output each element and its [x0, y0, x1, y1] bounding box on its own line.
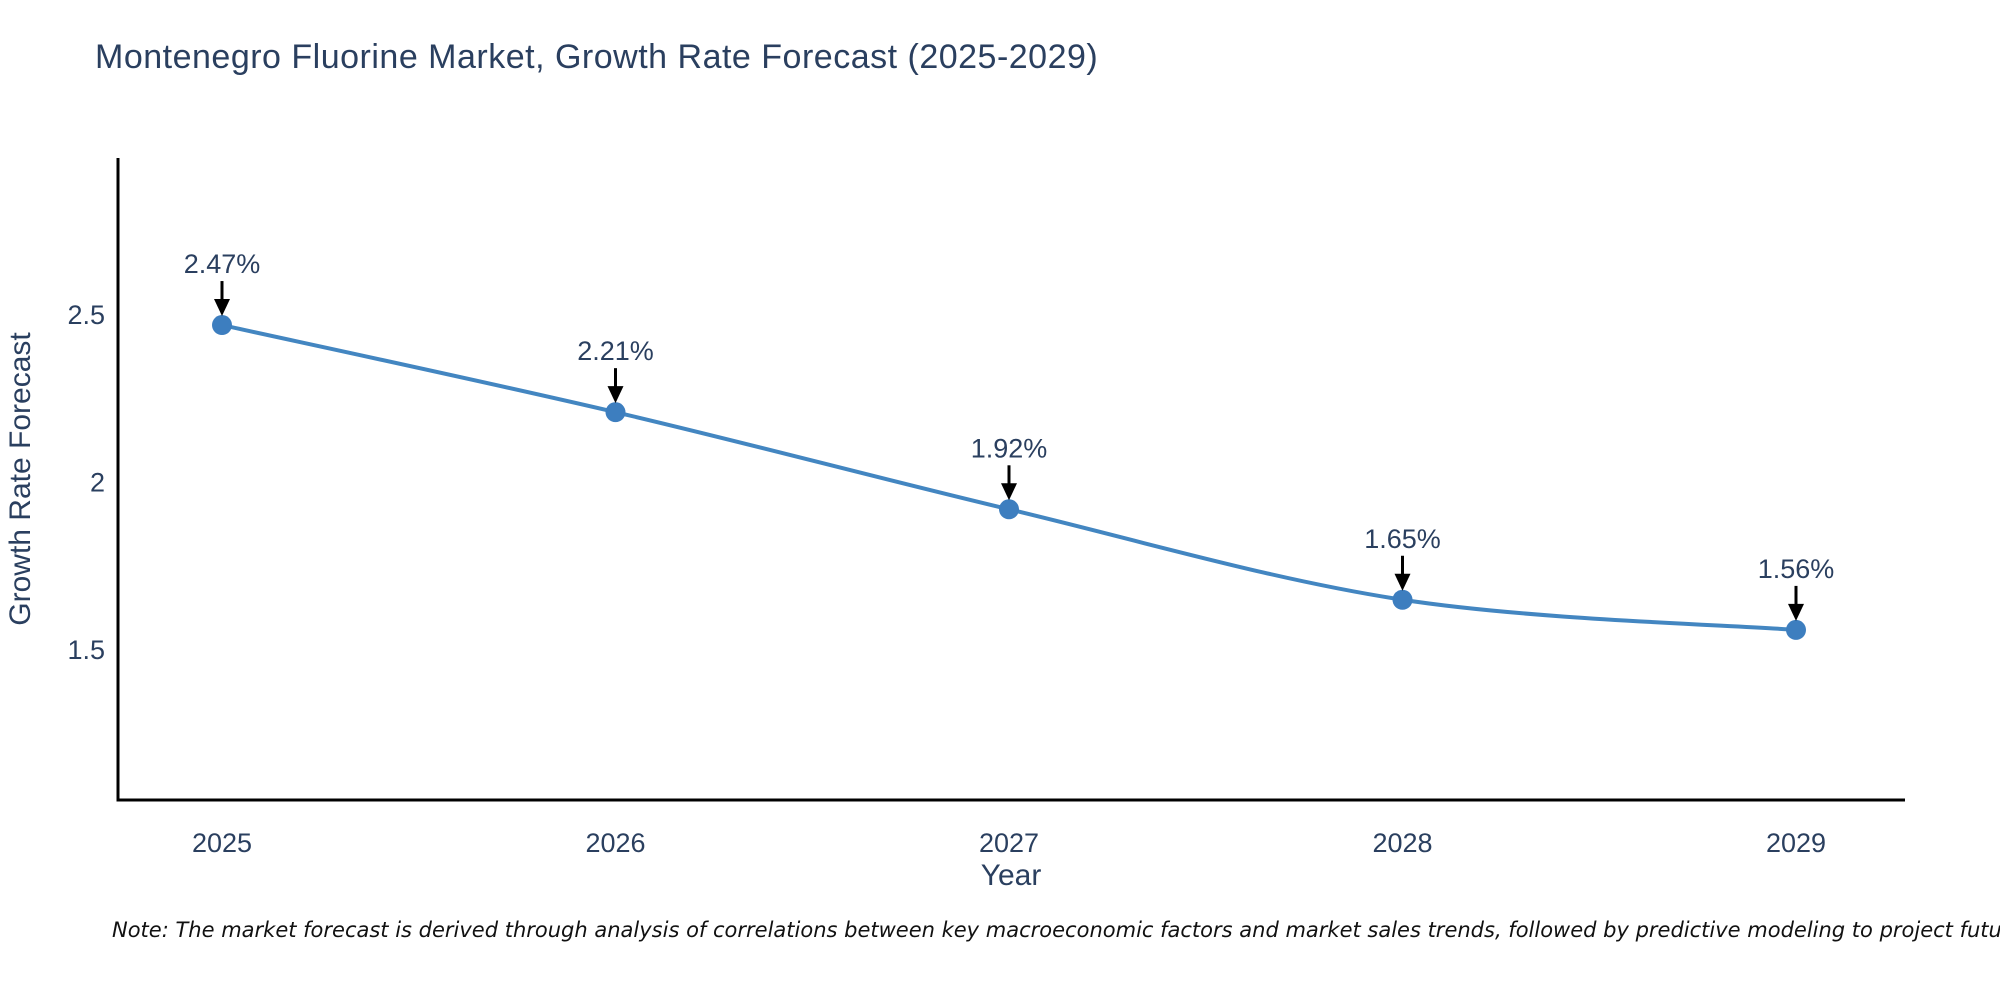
x-tick-2029: 2029	[1766, 828, 1826, 858]
data-point-2027[interactable]	[999, 499, 1019, 520]
tick-labels: 2.5 2 1.5 2025 2026 2027 2028 2029	[67, 300, 1826, 858]
axes	[116, 158, 1905, 802]
y-tick-1.5: 1.5	[67, 635, 105, 665]
annotation-arrowhead-icon	[607, 386, 624, 404]
annotation-arrowhead-icon	[1394, 573, 1411, 591]
point-label-2025: 2.47%	[184, 249, 261, 279]
data-point-2025[interactable]	[212, 315, 232, 336]
axis-lines	[116, 158, 1905, 802]
x-tick-2025: 2025	[192, 828, 252, 858]
y-tick-2: 2	[90, 468, 105, 498]
point-annotations: 2.47% 2.21% 1.92% 1.65% 1.56%	[184, 249, 1835, 621]
point-label-2029: 1.56%	[1758, 554, 1835, 584]
point-label-2027: 1.92%	[971, 433, 1048, 463]
x-tick-2026: 2026	[585, 828, 645, 858]
point-label-2028: 1.65%	[1364, 524, 1441, 554]
annotation-arrowhead-icon	[1788, 603, 1804, 621]
x-tick-2027: 2027	[979, 828, 1039, 858]
data-point-2026[interactable]	[605, 402, 626, 423]
chart-title: Montenegro Fluorine Market, Growth Rate …	[95, 38, 1099, 76]
y-axis-title: Growth Rate Forecast	[4, 332, 37, 626]
annotation-arrowhead-icon	[214, 299, 230, 317]
y-tick-2.5: 2.5	[67, 300, 105, 330]
x-axis-title: Year	[981, 859, 1042, 892]
point-label-2026: 2.21%	[577, 336, 654, 366]
series-markers	[212, 315, 1806, 640]
x-tick-2028: 2028	[1372, 828, 1432, 858]
data-point-2029[interactable]	[1786, 619, 1806, 640]
annotation-arrowhead-icon	[1001, 483, 1017, 501]
data-point-2028[interactable]	[1392, 589, 1413, 610]
footnote: Note: The market forecast is derived thr…	[112, 918, 2000, 942]
